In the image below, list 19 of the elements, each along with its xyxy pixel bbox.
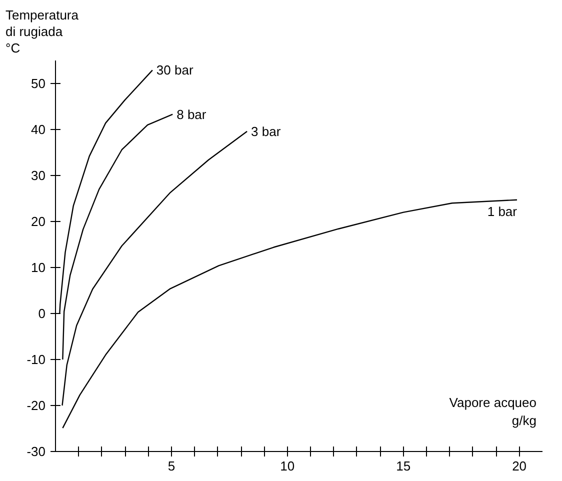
series-label: 1 bar [487,204,518,219]
series-label: 30 bar [156,62,194,78]
y-tick-label: 50 [31,76,46,91]
x-tick-label: 10 [280,458,295,474]
series-label: 8 bar [176,106,207,122]
y-tick-label: 30 [31,168,46,183]
y-tick-label: -10 [26,352,46,367]
x-tick-label: 5 [168,458,176,474]
x-axis-title: Vapore acqueo g/kg [449,395,537,428]
y-tick-label: -30 [26,444,46,459]
x-tick-label: 15 [396,458,411,474]
y-tick-label: 10 [31,260,46,275]
y-axis-title: Temperatura di rugiada °C [6,8,80,56]
y-tick-label: 20 [31,214,46,229]
y-tick-label: 0 [38,306,46,321]
series-label: 3 bar [251,124,282,139]
y-tick-label: -20 [26,398,46,413]
x-tick-label: 20 [512,458,527,474]
y-tick-label: 40 [31,122,46,137]
